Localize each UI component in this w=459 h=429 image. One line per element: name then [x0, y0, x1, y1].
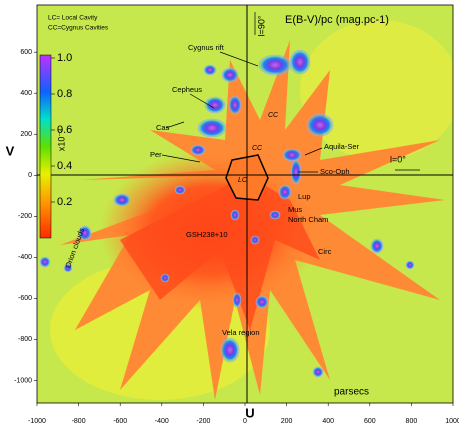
legend-text: LC= Local Cavity: [48, 15, 98, 22]
cloud: [221, 67, 239, 83]
colorbar: [39, 54, 52, 239]
cloud: [220, 337, 240, 363]
arrows: [161, 12, 420, 173]
arrow: [304, 147, 323, 156]
annotation: Mus: [288, 205, 302, 214]
annotation: parsecs: [334, 387, 369, 398]
cloud: [39, 256, 51, 268]
cloud-group: [39, 49, 415, 378]
x-tick-label: 400: [322, 418, 334, 425]
cloud: [289, 49, 311, 75]
x-tick-label: -200: [196, 418, 210, 425]
arrow: [161, 154, 201, 163]
annotation: Sco-Oph: [320, 167, 350, 176]
annotation: Aquila-Ser: [324, 142, 360, 151]
arrow: [219, 51, 259, 67]
cloud: [306, 113, 334, 137]
cloud: [370, 238, 384, 254]
cloud: [228, 95, 242, 115]
cloud: [312, 366, 324, 378]
y-tick-label: -200: [18, 213, 32, 220]
colorbar-tick-label: 0.2: [57, 196, 72, 208]
y-tick-label: 600: [20, 49, 32, 56]
cloud: [160, 273, 170, 283]
legend-text: CC=Cygnus Cavities: [48, 25, 109, 32]
cloud: [269, 210, 281, 220]
colorbar-tick-label: 1.0: [57, 52, 72, 64]
annotation: Per: [150, 150, 162, 159]
y-tick-label: -600: [18, 295, 32, 302]
x-tick-label: 800: [406, 418, 418, 425]
y-tick-label: -800: [18, 336, 32, 343]
cloud: [258, 54, 292, 76]
cloud: [232, 292, 242, 308]
cloud: [204, 96, 226, 114]
x-tick-label: -400: [155, 418, 169, 425]
y-tick-label: 0: [28, 172, 32, 179]
cloud: [230, 209, 240, 221]
cloud: [203, 64, 217, 76]
x-tick-label: 200: [281, 418, 293, 425]
cloud: [197, 118, 227, 138]
annotation: CC: [268, 112, 279, 119]
map-background: [37, 5, 453, 403]
colorbar-tick-label: 0.6: [57, 124, 72, 136]
y-tick-label: -1000: [14, 377, 32, 384]
annotation: LC: [238, 177, 248, 184]
x-tick-label: 600: [364, 418, 376, 425]
cloud: [174, 185, 186, 195]
cloud: [78, 225, 92, 241]
colorbar-tick-label: 0.4: [57, 160, 72, 172]
annotation: Cepheus: [172, 85, 202, 94]
annotation: Lup: [298, 192, 311, 201]
annotation: l=0°: [390, 154, 406, 164]
cloud: [278, 184, 292, 200]
x-axis-label: U: [245, 405, 254, 420]
y-tick-label: -400: [18, 254, 32, 261]
cloud: [113, 193, 131, 207]
cloud: [190, 144, 206, 156]
annotation: l=90°: [256, 15, 266, 36]
annotation: Cas: [156, 123, 170, 132]
cloud: [255, 295, 269, 309]
cloud: [405, 260, 415, 270]
x-tick-label: -800: [72, 418, 86, 425]
annotation: North Cham: [288, 215, 328, 224]
y-tick-label: 400: [20, 90, 32, 97]
map-region: [300, 20, 453, 160]
x-tick-label: 1000: [445, 418, 459, 425]
arrow: [189, 93, 215, 109]
cloud: [250, 235, 260, 245]
colorbar-label: x10⁻³: [56, 129, 66, 151]
cloud: [282, 148, 302, 162]
chart-title: E(B-V)/pc (mag.pc-1): [285, 14, 389, 26]
y-axis-label: V: [6, 143, 15, 158]
annotation: CC: [252, 145, 263, 152]
annotation: Circ: [318, 247, 332, 256]
cloud: [63, 263, 73, 273]
annotation: Cygnus rift: [188, 43, 225, 52]
x-tick-label: -600: [113, 418, 127, 425]
annotation: Vela region: [222, 328, 260, 337]
arrow: [165, 121, 185, 129]
y-tick-label: 200: [20, 131, 32, 138]
x-tick-label: 0: [243, 418, 247, 425]
x-tick-label: -1000: [28, 418, 46, 425]
annotation: GSH238+10: [186, 230, 228, 239]
colorbar-tick-label: 0.8: [57, 88, 72, 100]
